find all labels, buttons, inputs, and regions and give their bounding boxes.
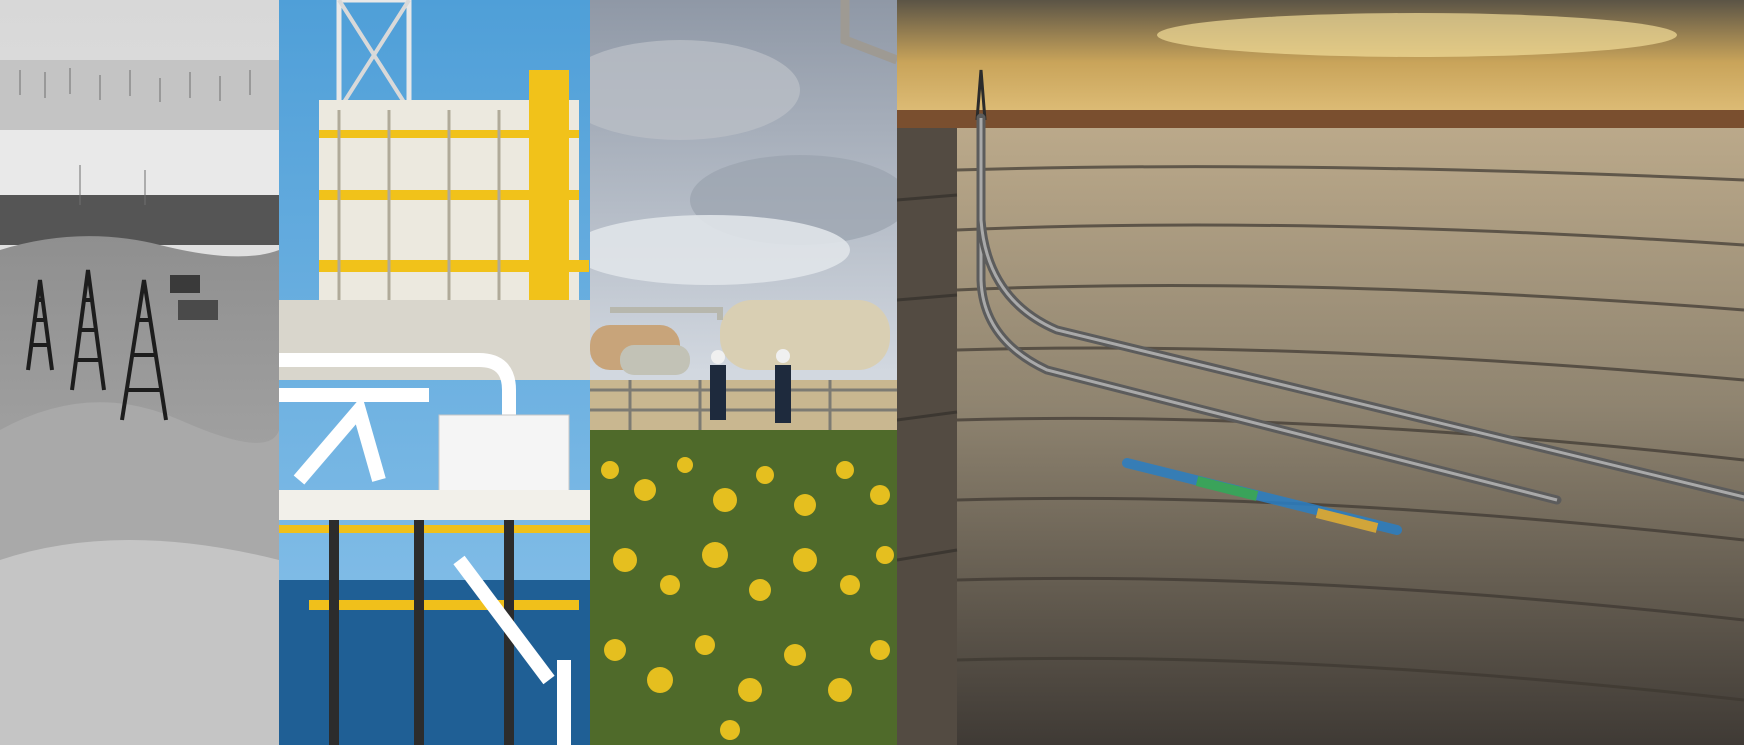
historic-oilfield-photo <box>0 0 279 745</box>
offshore-platform-photo <box>279 0 590 745</box>
horizontal-well-illustration <box>897 0 1744 745</box>
onshore-facility-photo <box>590 0 897 745</box>
